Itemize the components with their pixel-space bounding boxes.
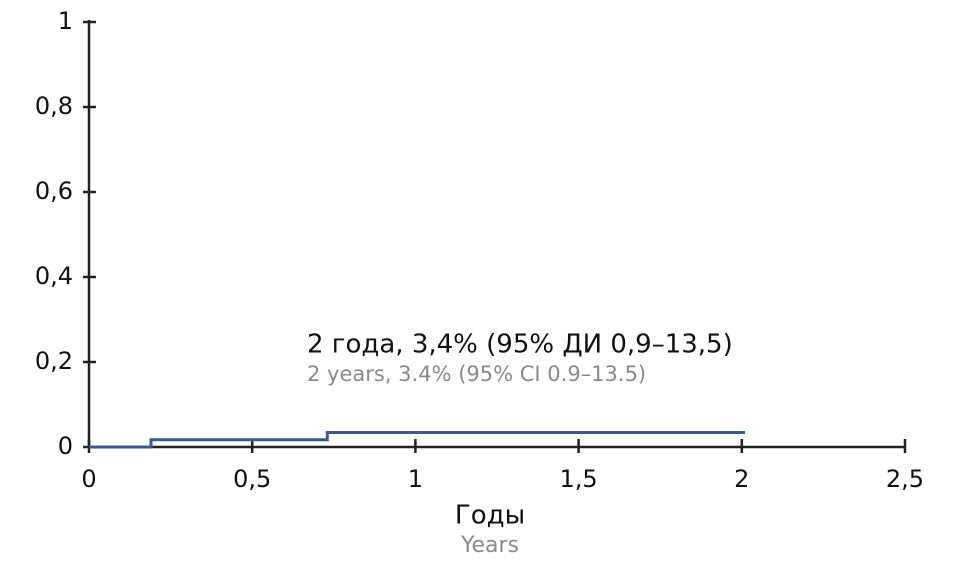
y-tick-label: 1 (58, 7, 73, 35)
y-tick-label: 0,6 (35, 177, 73, 205)
annotation-english: 2 years, 3.4% (95% CI 0.9–13.5) (307, 362, 646, 386)
x-tick-label: 0,5 (233, 465, 271, 493)
annotation: 2 года, 3,4% (95% ДИ 0,9–13,5) (307, 330, 733, 360)
x-axis-label-english: Years (460, 533, 519, 558)
step-line (89, 431, 746, 449)
x-tick-label: 2 (734, 465, 749, 493)
x-tick-label: 0 (81, 465, 96, 493)
y-tick-label: 0,8 (35, 92, 73, 120)
y-tick-label: 0 (58, 432, 73, 460)
y-tick-label: 0,2 (35, 347, 73, 375)
x-tick-label: 1,5 (560, 465, 598, 493)
x-tick-label: 1 (408, 465, 423, 493)
x-tick-label: 2,5 (886, 465, 924, 493)
x-axis-label: Годы (455, 501, 525, 531)
y-tick-label: 0,4 (35, 262, 73, 290)
